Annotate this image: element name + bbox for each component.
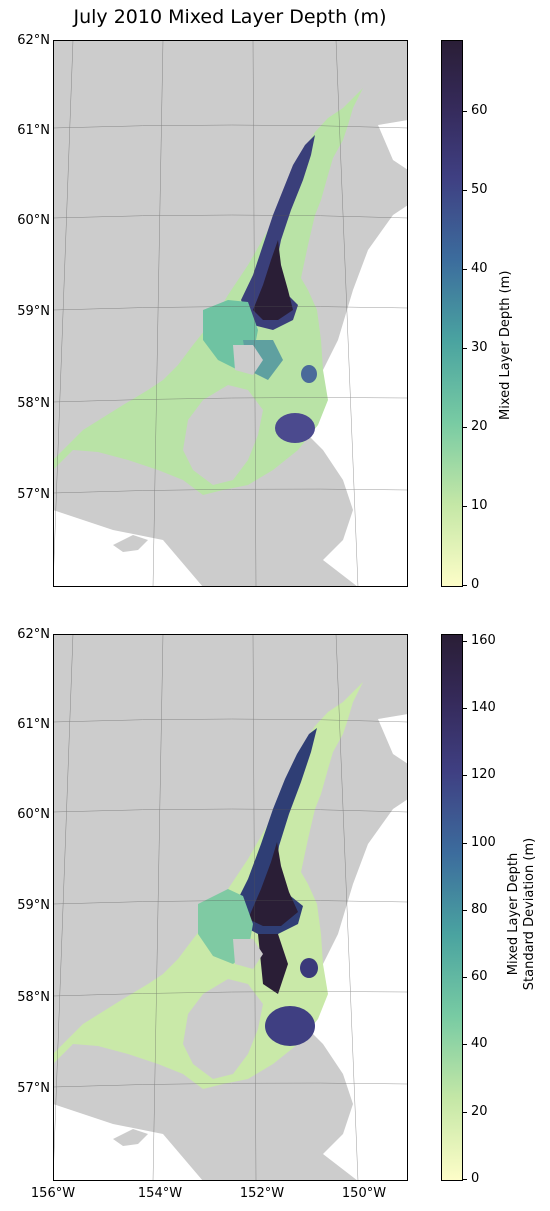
- mld-deep-channel: [241, 135, 315, 330]
- mld-outer: [53, 88, 363, 495]
- std-eddy: [265, 1006, 315, 1046]
- colorbar-tick-label: 140: [471, 700, 496, 715]
- map-panel-1: 62°N 61°N 60°N 59°N 58°N 57°N: [0, 0, 550, 600]
- kodiak-island: [183, 979, 263, 1079]
- graticule: [53, 634, 408, 1181]
- lon-label: 152°W: [239, 1186, 285, 1201]
- colorbar-tick-label: 10: [471, 498, 488, 513]
- lat-label: 60°N: [17, 213, 50, 228]
- colorbar: [441, 40, 463, 587]
- colorbar-tick-mark: [462, 1111, 467, 1113]
- map-plot: [53, 634, 408, 1181]
- colorbar-tick-mark: [462, 909, 467, 911]
- map-plot: [53, 40, 408, 587]
- colorbar-tick-mark: [462, 269, 467, 271]
- std-outer: [53, 682, 363, 1089]
- lat-label: 61°N: [17, 123, 50, 138]
- map-panel-2: 62°N 61°N 60°N 59°N 58°N 57°N: [0, 594, 550, 1211]
- colorbar-tick-label: 120: [471, 767, 496, 783]
- lat-label: 59°N: [17, 898, 50, 913]
- colorbar-tick-mark: [462, 427, 467, 429]
- lat-label: 62°N: [17, 627, 50, 642]
- colorbar-tick-label: 100: [471, 834, 496, 850]
- colorbar-tick-mark: [462, 708, 467, 709]
- colorbar-tick-mark: [462, 585, 467, 586]
- colorbar-tick-mark: [462, 506, 467, 507]
- colorbar-tick-mark: [462, 111, 467, 113]
- mld-eddy: [275, 413, 315, 443]
- lon-label: 150°W: [341, 1186, 387, 1201]
- colorbar-label-line: Mixed Layer Depth: [506, 852, 521, 976]
- colorbar-label-line: Mixed Layer Depth (m): [498, 270, 513, 420]
- lat-label: 59°N: [17, 304, 50, 319]
- kodiak-island: [183, 385, 263, 485]
- colorbar-tick-mark: [462, 640, 467, 642]
- map-frame: [53, 40, 408, 587]
- lat-label: 61°N: [17, 717, 50, 732]
- colorbar-tick-label: 30: [471, 340, 488, 356]
- lat-label: 60°N: [17, 807, 50, 822]
- colorbar-tick-label: 20: [471, 1103, 488, 1119]
- std-deep-channel: [233, 728, 317, 934]
- colorbar-tick-mark: [462, 842, 467, 844]
- colorbar-tick-mark: [462, 348, 467, 350]
- lon-label: 154°W: [137, 1186, 183, 1201]
- afognak-island: [233, 345, 263, 375]
- colorbar-tick-label: 20: [471, 419, 488, 435]
- small-islands: [113, 1129, 148, 1146]
- std-deep-core: [248, 842, 298, 926]
- mld-eddy-small: [301, 365, 317, 383]
- lat-label: 62°N: [17, 33, 50, 48]
- colorbar-tick-label: 80: [471, 901, 488, 917]
- mld-deep-core: [253, 240, 293, 320]
- colorbar-tick-label: 0: [471, 577, 480, 592]
- afognak-island: [233, 939, 263, 969]
- lat-label: 58°N: [17, 396, 50, 411]
- colorbar-tick-mark: [462, 1044, 467, 1046]
- std-stait: [258, 934, 288, 994]
- lat-label: 57°N: [17, 1081, 50, 1096]
- colorbar-tick-label: 0: [471, 1171, 480, 1186]
- colorbar-tick-label: 40: [471, 261, 488, 277]
- colorbar-tick-label: 60: [471, 103, 488, 119]
- colorbar-tick-label: 40: [471, 1036, 488, 1052]
- std-eddy-small: [300, 958, 318, 978]
- colorbar-tick-mark: [462, 1179, 467, 1180]
- colorbar-label: Mixed Layer Depth Standard Deviation (m): [506, 834, 538, 994]
- lat-label: 58°N: [17, 990, 50, 1005]
- colorbar-tick-mark: [462, 190, 467, 192]
- colorbar-tick-label: 50: [471, 182, 488, 198]
- colorbar-label: Mixed Layer Depth (m): [498, 270, 514, 420]
- colorbar-tick-label: 160: [471, 632, 496, 648]
- ocean-white: [53, 40, 408, 587]
- colorbar-label-line: Standard Deviation (m): [522, 837, 537, 991]
- lon-label: 156°W: [30, 1186, 76, 1201]
- colorbar-tick-mark: [462, 775, 467, 777]
- figure-title: July 2010 Mixed Layer Depth (m): [73, 6, 387, 28]
- colorbar-tick-label: 60: [471, 969, 488, 985]
- ocean-white: [53, 714, 408, 1181]
- graticule: [53, 40, 408, 587]
- small-islands: [113, 535, 148, 552]
- map-frame: [53, 634, 408, 1181]
- colorbar-tick-mark: [462, 977, 467, 979]
- lat-label: 57°N: [17, 487, 50, 502]
- colorbar: [441, 634, 463, 1181]
